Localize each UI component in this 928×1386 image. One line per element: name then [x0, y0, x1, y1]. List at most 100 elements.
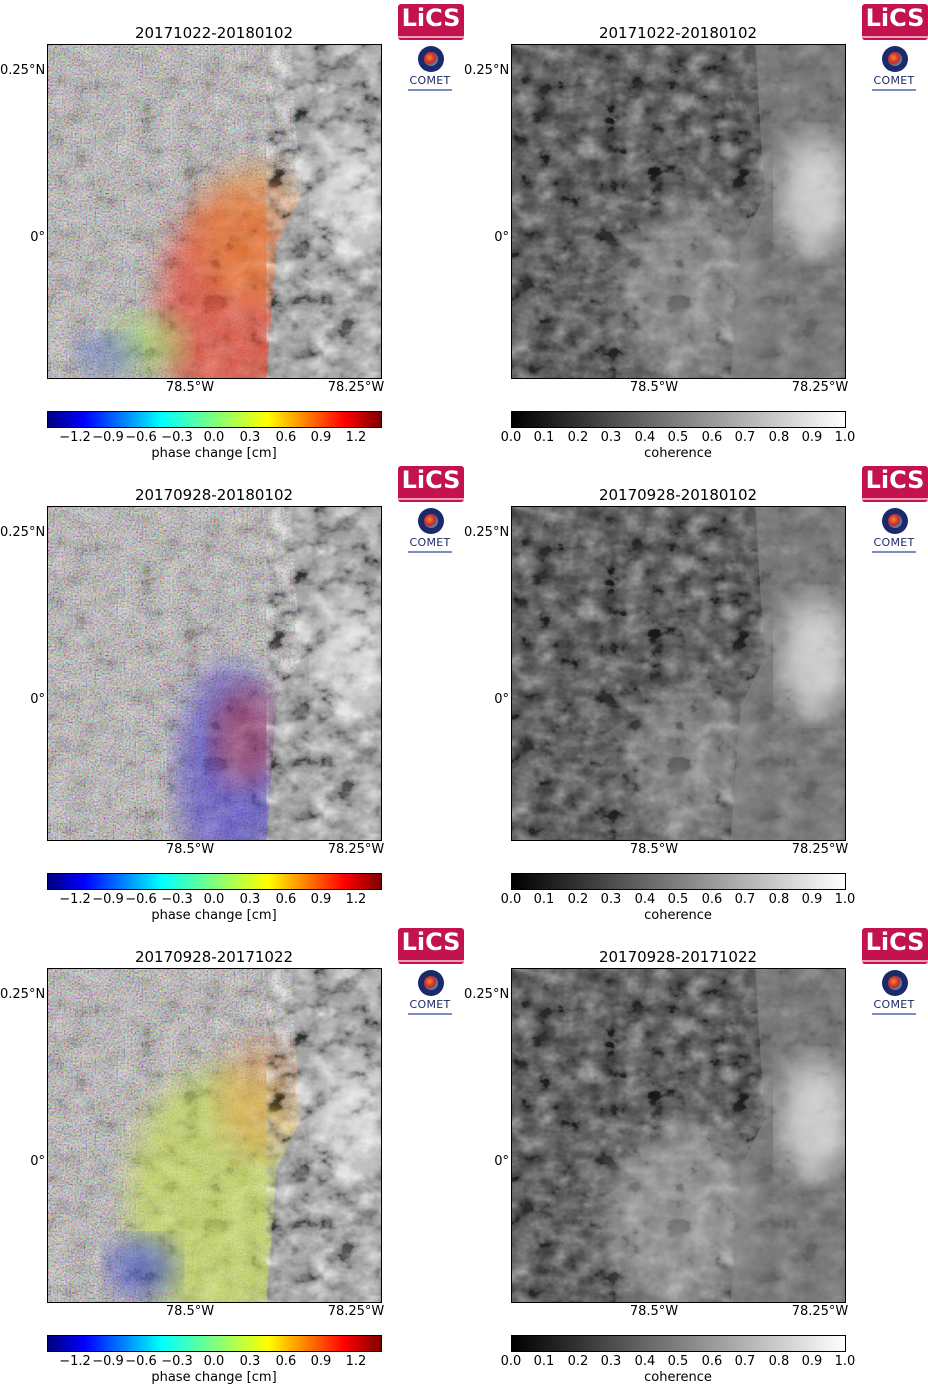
coherence-panel-row-1: 20171022-20180102 LiCS COMET 0.25°N 0° 7…	[464, 0, 928, 462]
lat-tick-label: 0°	[494, 692, 509, 707]
coherence-colorbar	[511, 411, 846, 428]
coherence-panel-title: 20171022-20180102	[598, 24, 758, 42]
lics-logo: LiCS	[398, 4, 464, 40]
lat-tick-label: 0°	[30, 1154, 45, 1169]
comet-tagline	[408, 89, 452, 91]
coherence-colorbar	[511, 1335, 846, 1352]
coherence-panel-title: 20170928-20180102	[598, 486, 758, 504]
comet-tagline	[872, 1013, 916, 1015]
lon-tick-label: 78.25°W	[327, 1304, 385, 1319]
lat-tick-label: 0.25°N	[0, 525, 46, 540]
colorbar-tick-label: 0.3	[600, 430, 622, 445]
lon-tick-label: 78.5°W	[165, 380, 215, 395]
colorbar-tick-label: 0.9	[801, 430, 823, 445]
lon-tick-label: 78.25°W	[327, 380, 385, 395]
colorbar-tick-label: 0.3	[239, 1354, 261, 1369]
lics-logo-text: LiCS	[401, 4, 461, 32]
colorbar-tick-label: 0.9	[801, 892, 823, 907]
lat-tick-label: 0°	[494, 1154, 509, 1169]
comet-logo-icon	[418, 508, 444, 534]
coherence-map	[511, 44, 846, 379]
colorbar-tick-label: 0.3	[239, 892, 261, 907]
colorbar-tick-label: −1.2	[59, 892, 91, 907]
colorbar-tick-label: 0.9	[801, 1354, 823, 1369]
lics-logo: LiCS	[862, 466, 928, 502]
lat-tick-label: 0.25°N	[0, 987, 46, 1002]
coherence-colorbar-label: coherence	[644, 446, 712, 461]
comet-logo-text: COMET	[873, 536, 915, 549]
comet-tagline	[408, 551, 452, 553]
lon-tick-label: 78.25°W	[791, 1304, 849, 1319]
phase-colorbar	[47, 1335, 382, 1352]
colorbar-tick-label: −0.3	[161, 1354, 193, 1369]
colorbar-tick-label: 0.2	[567, 430, 589, 445]
comet-logo-text: COMET	[409, 536, 451, 549]
lat-tick-label: 0.25°N	[0, 63, 46, 78]
phase-map	[47, 968, 382, 1303]
lon-tick-label: 78.5°W	[629, 380, 679, 395]
colorbar-tick-label: 0.6	[275, 892, 297, 907]
lics-logo-text: LiCS	[865, 4, 925, 32]
colorbar-tick-label: −0.9	[92, 430, 124, 445]
lics-logo-text: LiCS	[865, 466, 925, 494]
colorbar-tick-label: 0.0	[203, 1354, 225, 1369]
colorbar-tick-label: 0.3	[239, 430, 261, 445]
lat-tick-label: 0.25°N	[464, 63, 510, 78]
coherence-panel-title: 20170928-20171022	[598, 948, 758, 966]
lon-tick-label: 78.5°W	[629, 842, 679, 857]
lics-logo-text: LiCS	[401, 928, 461, 956]
comet-logo-icon	[418, 46, 444, 72]
lat-tick-label: 0°	[30, 230, 45, 245]
colorbar-tick-label: 0.9	[310, 1354, 332, 1369]
colorbar-tick-label: −1.2	[59, 1354, 91, 1369]
colorbar-tick-label: 0.3	[600, 892, 622, 907]
coherence-map	[511, 968, 846, 1303]
comet-logo-text: COMET	[873, 998, 915, 1011]
colorbar-tick-label: 0.4	[634, 430, 656, 445]
lics-logo-text: LiCS	[401, 466, 461, 494]
coherence-panel-row-3: 20170928-20171022 LiCS COMET 0.25°N 0° 7…	[464, 924, 928, 1386]
colorbar-tick-label: 0.8	[768, 892, 790, 907]
colorbar-tick-label: 0.0	[500, 1354, 522, 1369]
lics-logo: LiCS	[398, 928, 464, 964]
colorbar-tick-label: 0.5	[667, 430, 689, 445]
comet-logo-text: COMET	[873, 74, 915, 87]
phase-map	[47, 44, 382, 379]
colorbar-tick-label: 0.0	[203, 892, 225, 907]
lics-logo-text: LiCS	[865, 928, 925, 956]
phase-map	[47, 506, 382, 841]
colorbar-tick-label: −0.3	[161, 892, 193, 907]
phase-panel-row-2: 20170928-20180102 LiCS COMET 0.25°N 0° 7…	[0, 462, 464, 924]
phase-panel-row-3: 20170928-20171022 LiCS COMET 0.25°N 0° 7…	[0, 924, 464, 1386]
comet-logo-icon	[418, 970, 444, 996]
colorbar-tick-label: 0.6	[275, 430, 297, 445]
colorbar-tick-label: 0.5	[667, 1354, 689, 1369]
colorbar-tick-label: 0.6	[701, 430, 723, 445]
colorbar-tick-label: −0.9	[92, 1354, 124, 1369]
colorbar-tick-label: 1.2	[345, 1354, 367, 1369]
lics-logo: LiCS	[862, 4, 928, 40]
colorbar-tick-label: −1.2	[59, 430, 91, 445]
comet-logo-text: COMET	[409, 74, 451, 87]
colorbar-tick-label: 1.0	[834, 1354, 856, 1369]
lat-tick-label: 0.25°N	[464, 525, 510, 540]
colorbar-tick-label: 0.6	[701, 1354, 723, 1369]
coherence-panel-row-2: 20170928-20180102 LiCS COMET 0.25°N 0° 7…	[464, 462, 928, 924]
comet-tagline	[408, 1013, 452, 1015]
colorbar-tick-label: 0.8	[768, 430, 790, 445]
colorbar-tick-label: 0.6	[701, 892, 723, 907]
colorbar-tick-label: 0.4	[634, 892, 656, 907]
colorbar-tick-label: 0.2	[567, 1354, 589, 1369]
colorbar-tick-label: −0.6	[125, 1354, 157, 1369]
lics-logo: LiCS	[862, 928, 928, 964]
comet-logo-icon	[882, 46, 908, 72]
lon-tick-label: 78.25°W	[791, 842, 849, 857]
lon-tick-label: 78.5°W	[165, 842, 215, 857]
lon-tick-label: 78.25°W	[327, 842, 385, 857]
colorbar-tick-label: −0.9	[92, 892, 124, 907]
colorbar-tick-label: 0.7	[734, 430, 756, 445]
colorbar-tick-label: 0.7	[734, 892, 756, 907]
colorbar-tick-label: 0.1	[533, 892, 555, 907]
colorbar-tick-label: −0.6	[125, 430, 157, 445]
colorbar-tick-label: 0.8	[768, 1354, 790, 1369]
